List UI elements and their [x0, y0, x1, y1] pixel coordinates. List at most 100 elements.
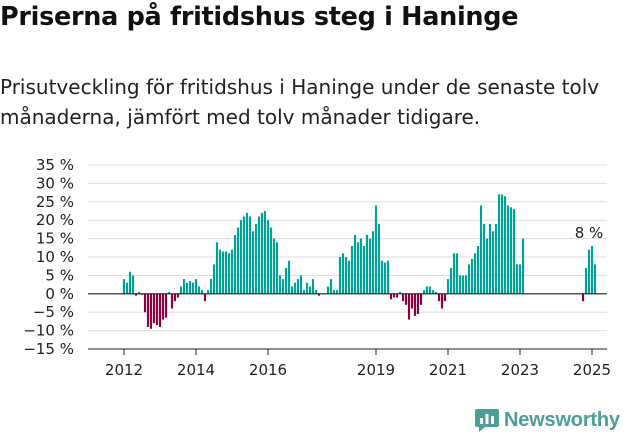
bar [434, 291, 438, 294]
bar [248, 216, 252, 294]
bar [335, 290, 339, 294]
brand-name: Newsworthy [504, 408, 620, 431]
bar [404, 293, 408, 305]
bar [416, 293, 420, 315]
bar [128, 271, 132, 294]
bar [377, 223, 381, 294]
bar [593, 264, 597, 294]
bar [476, 245, 480, 294]
bar [266, 220, 270, 294]
bar [308, 286, 312, 294]
bar [260, 212, 264, 294]
bar [317, 293, 321, 296]
y-tick-label: 10 % [36, 248, 74, 266]
bar [311, 279, 315, 294]
bar [209, 279, 213, 294]
bar [365, 234, 369, 294]
bar [230, 249, 234, 294]
bar [386, 260, 390, 294]
bar [491, 231, 495, 294]
bar [452, 253, 456, 294]
bar [278, 275, 282, 294]
bar [341, 253, 345, 294]
x-tick-label: 2019 [357, 361, 395, 379]
bar [188, 280, 192, 294]
last-value-label: 8 % [575, 224, 604, 242]
bar [290, 286, 294, 294]
x-tick-label: 2023 [501, 361, 539, 379]
bar [449, 268, 453, 294]
bar [134, 293, 138, 296]
y-tick-label: 35 % [36, 156, 74, 174]
bar [509, 207, 513, 294]
bar [431, 290, 435, 294]
bar [167, 291, 171, 294]
bar [254, 223, 258, 294]
bar [191, 282, 195, 294]
bar [293, 282, 297, 294]
bar [521, 238, 525, 294]
bar [173, 293, 177, 302]
page-title: Priserna på fritidshus steg i Haninge [0, 2, 519, 32]
y-tick-label: 15 % [36, 230, 74, 248]
y-tick-label: 0 % [45, 285, 74, 303]
bar [203, 293, 207, 302]
bar [326, 286, 330, 294]
bar [488, 223, 492, 294]
bar [257, 216, 261, 294]
bar [236, 227, 240, 294]
bar [143, 293, 147, 313]
bar [512, 209, 516, 294]
bar [383, 262, 387, 294]
bar [206, 290, 210, 294]
bar [362, 245, 366, 294]
bar [272, 238, 276, 294]
bar [155, 293, 159, 326]
bar [233, 234, 237, 294]
bar [461, 275, 465, 294]
bar [503, 196, 507, 294]
bar [314, 290, 318, 294]
bar [497, 194, 501, 294]
bar [485, 238, 489, 294]
bar [392, 293, 396, 298]
bar [368, 238, 372, 294]
bar [245, 212, 249, 294]
bar-chart: −15 %−10 %−5 %0 %5 %10 %15 %20 %25 %30 %… [23, 156, 611, 379]
bar [584, 268, 588, 294]
bar [410, 293, 414, 309]
bar [224, 251, 228, 294]
bar [413, 293, 417, 316]
bar [221, 251, 225, 294]
bar [212, 264, 216, 294]
bar [446, 279, 450, 294]
x-tick-label: 2016 [249, 361, 287, 379]
bar [518, 264, 522, 294]
bar [275, 242, 279, 294]
bar [470, 258, 474, 294]
bar [458, 275, 462, 294]
page-subtitle: Prisutveckling för fritidshus i Haninge … [0, 75, 600, 129]
bar [329, 279, 333, 294]
y-tick-label: −15 % [23, 340, 74, 358]
bar [419, 293, 423, 305]
bar [425, 286, 429, 294]
bar [218, 249, 222, 294]
bar [440, 293, 444, 309]
bar [302, 290, 306, 294]
bar [170, 293, 174, 309]
x-tick-label: 2021 [429, 361, 467, 379]
x-tick-label: 2012 [105, 361, 143, 379]
bar [239, 220, 243, 294]
bar [398, 291, 402, 294]
bar [215, 242, 219, 294]
bar [299, 275, 303, 294]
bar [146, 293, 150, 327]
bar [182, 279, 186, 294]
bar [455, 253, 459, 294]
bar [506, 205, 510, 294]
bar [179, 286, 183, 294]
bar [332, 290, 336, 294]
bar [371, 231, 375, 294]
bar [227, 253, 231, 294]
